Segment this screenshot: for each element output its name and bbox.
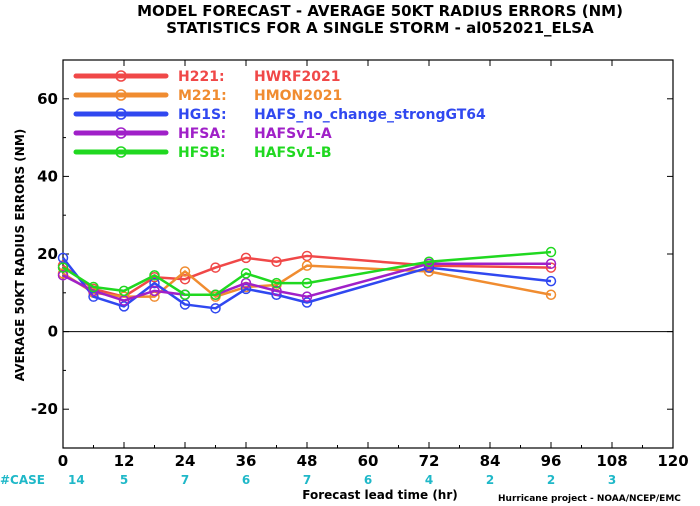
- case-count-label: 7: [303, 473, 311, 487]
- x-tick-label: 24: [175, 452, 196, 470]
- legend-label-3: HFSA:: [178, 126, 226, 142]
- legend-label-1: M221:: [178, 88, 227, 104]
- series-point-2: [301, 297, 313, 308]
- legend-marker-3: [115, 127, 127, 139]
- y-axis-title: AVERAGE 50KT RADIUS ERRORS (NM): [13, 129, 27, 381]
- plot-area: 0 12 24 36 48 60 72 84 96 108 120 -20 0 20 40 60 H221: HW…: [31, 59, 689, 470]
- legend-desc-0: HWRF2021: [254, 69, 340, 85]
- case-count-label: 6: [242, 473, 250, 487]
- x-tick-label: 120: [657, 452, 688, 470]
- y-tick-label: 20: [37, 245, 58, 263]
- case-count-label: 7: [181, 473, 189, 487]
- legend-label-4: HFSB:: [178, 145, 226, 161]
- series-point-4: [545, 246, 557, 258]
- series-point-0: [240, 252, 252, 264]
- case-count-label: 2: [547, 473, 555, 487]
- case-count-label: 6: [364, 473, 372, 487]
- series-point-0: [179, 273, 191, 285]
- series-point-1: [301, 260, 313, 271]
- x-tick-label: 108: [596, 452, 627, 470]
- case-count-label: 3: [608, 473, 616, 487]
- y-tick-label: -20: [31, 400, 58, 418]
- case-count-label: 5: [120, 473, 128, 487]
- x-tick-label: 96: [541, 452, 562, 470]
- y-tick-label: 40: [37, 167, 58, 185]
- legend-marker-0: [115, 70, 127, 82]
- x-tick-label: 84: [480, 452, 501, 470]
- legend-desc-4: HAFSv1-B: [254, 145, 332, 161]
- legend-marker-2: [115, 108, 127, 120]
- series-point-4: [210, 289, 221, 300]
- series-point-4: [88, 281, 99, 293]
- series-line-2: [62, 257, 552, 310]
- series-line-4: [62, 250, 552, 296]
- series-point-3: [545, 258, 557, 269]
- case-count-label: 2: [486, 473, 494, 487]
- series-point-0: [271, 256, 282, 268]
- series-point-0: [210, 262, 221, 273]
- series-point-2: [210, 303, 221, 314]
- x-axis-title: Forecast lead time (hr): [302, 488, 458, 502]
- series-point-4: [179, 289, 191, 300]
- chart-subtitle: STATISTICS FOR A SINGLE STORM - al052021…: [166, 19, 594, 37]
- legend-desc-1: HMON2021: [254, 88, 342, 104]
- legend-label-0: H221:: [178, 69, 225, 85]
- series-point-4: [118, 285, 130, 297]
- legend-desc-2: HAFS_no_change_strongGT64: [254, 107, 486, 123]
- case-prefix: #CASE: [0, 473, 45, 487]
- chart-title: MODEL FORECAST - AVERAGE 50KT RADIUS ERR…: [137, 2, 623, 20]
- legend-label-2: HG1S:: [178, 107, 227, 123]
- x-tick-label: 60: [358, 452, 379, 470]
- series-point-2: [118, 301, 130, 312]
- series-point-4: [423, 256, 435, 268]
- series-point-1: [149, 291, 160, 302]
- case-count-label: 4: [425, 473, 433, 487]
- x-tick-label: 12: [114, 452, 135, 470]
- x-tick-label: 36: [236, 452, 257, 470]
- x-tick-label: 72: [419, 452, 440, 470]
- series-point-3: [271, 285, 282, 297]
- x-tick-label: 48: [297, 452, 318, 470]
- series-point-4: [240, 268, 252, 279]
- y-tick-label: 60: [37, 90, 58, 108]
- series-point-4: [57, 262, 69, 273]
- series-point-1: [179, 266, 191, 277]
- series-point-1: [545, 289, 557, 300]
- series-line-0: [62, 254, 552, 298]
- y-tick-label: 0: [48, 323, 58, 341]
- series-point-3: [149, 285, 160, 297]
- series-point-3: [301, 291, 313, 302]
- legend-desc-3: HAFSv1-A: [254, 126, 332, 142]
- legend-marker-1: [115, 89, 127, 101]
- legend-marker-4: [115, 146, 127, 158]
- case-count-label: 14: [68, 473, 85, 487]
- series-point-2: [149, 277, 160, 289]
- series-point-4: [301, 277, 313, 289]
- series-point-2: [545, 275, 557, 287]
- series-point-3: [57, 270, 69, 281]
- series-point-4: [149, 270, 160, 281]
- series-point-4: [271, 277, 282, 289]
- credit-text: Hurricane project - NOAA/NCEP/EMC: [498, 494, 681, 504]
- x-tick-label: 0: [58, 452, 68, 470]
- series-line-1: [62, 264, 552, 298]
